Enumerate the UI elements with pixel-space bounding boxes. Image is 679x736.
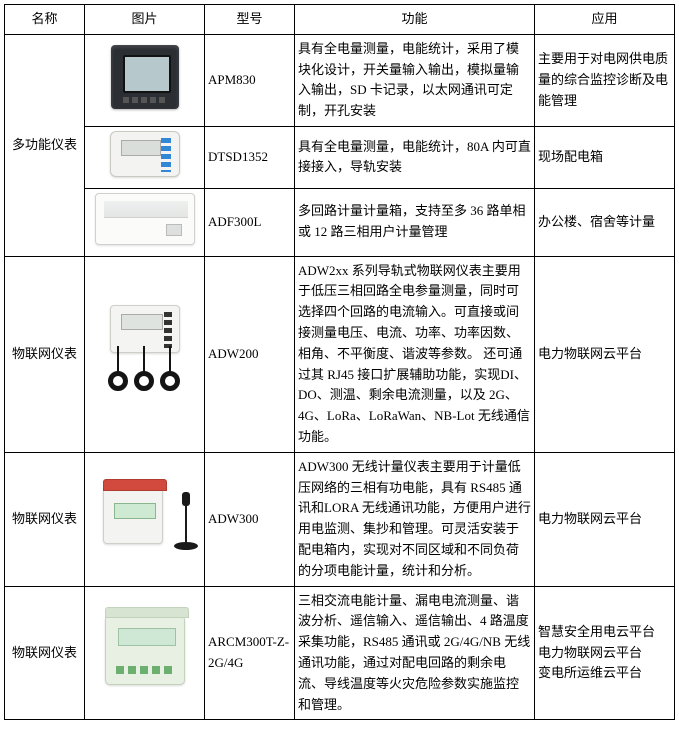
cell-model: ADF300L xyxy=(205,188,295,256)
adf300l-icon xyxy=(95,193,195,245)
adw300-icon xyxy=(95,478,195,554)
cell-app: 主要用于对电网供电质量的综合监控诊断及电能管理 xyxy=(535,34,675,126)
cell-func: 三相交流电能计量、漏电电流测量、谐波分析、遥信输入、遥信输出、4 路温度采集功能… xyxy=(295,586,535,720)
cell-func: 多回路计量计量箱，支持至多 36 路单相或 12 路三相用户计量管理 xyxy=(295,188,535,256)
adw200-icon xyxy=(100,305,190,397)
product-table: 名称 图片 型号 功能 应用 多功能仪表 APM830 具有全电量测量，电能统计… xyxy=(4,4,675,720)
cell-image xyxy=(85,126,205,188)
cell-image xyxy=(85,452,205,586)
cell-model: ADW200 xyxy=(205,256,295,452)
table-row: 物联网仪表 ADW300 ADW300 无线计量仪表主要用于计量低压网络的三相有… xyxy=(5,452,675,586)
cell-name: 物联网仪表 xyxy=(5,256,85,452)
cell-func: ADW2xx 系列导轨式物联网仪表主要用于低压三相回路全电参量测量，同时可选择四… xyxy=(295,256,535,452)
cell-model: ARCM300T-Z-2G/4G xyxy=(205,586,295,720)
cell-app: 电力物联网云平台 xyxy=(535,452,675,586)
cell-name: 多功能仪表 xyxy=(5,34,85,256)
arcm300t-icon xyxy=(105,615,185,685)
cell-func: ADW300 无线计量仪表主要用于计量低压网络的三相有功电能，具有 RS485 … xyxy=(295,452,535,586)
cell-image xyxy=(85,586,205,720)
col-header-app: 应用 xyxy=(535,5,675,35)
table-row: DTSD1352 具有全电量测量，电能统计，80A 内可直接接入，导轨安装 现场… xyxy=(5,126,675,188)
cell-model: ADW300 xyxy=(205,452,295,586)
table-row: 物联网仪表 ARCM300T-Z-2G/4G 三相交流电能计量、漏电电流测量、谐… xyxy=(5,586,675,720)
col-header-func: 功能 xyxy=(295,5,535,35)
col-header-name: 名称 xyxy=(5,5,85,35)
cell-app: 办公楼、宿舍等计量 xyxy=(535,188,675,256)
table-row: 物联网仪表 ADW200 ADW2xx 系列导轨式物联网仪表主要用于低压三相回路… xyxy=(5,256,675,452)
cell-model: APM830 xyxy=(205,34,295,126)
cell-func: 具有全电量测量，电能统计，80A 内可直接接入，导轨安装 xyxy=(295,126,535,188)
table-row: ADF300L 多回路计量计量箱，支持至多 36 路单相或 12 路三相用户计量… xyxy=(5,188,675,256)
col-header-model: 型号 xyxy=(205,5,295,35)
cell-app: 现场配电箱 xyxy=(535,126,675,188)
cell-model: DTSD1352 xyxy=(205,126,295,188)
apm830-icon xyxy=(111,45,179,109)
cell-image xyxy=(85,34,205,126)
table-row: 多功能仪表 APM830 具有全电量测量，电能统计，采用了模块化设计，开关量输入… xyxy=(5,34,675,126)
cell-app: 智慧安全用电云平台 电力物联网云平台 变电所运维云平台 xyxy=(535,586,675,720)
cell-image xyxy=(85,256,205,452)
cell-name: 物联网仪表 xyxy=(5,452,85,586)
header-row: 名称 图片 型号 功能 应用 xyxy=(5,5,675,35)
cell-func: 具有全电量测量，电能统计，采用了模块化设计，开关量输入输出，模拟量输入输出，SD… xyxy=(295,34,535,126)
cell-name: 物联网仪表 xyxy=(5,586,85,720)
dtsd1352-icon xyxy=(110,131,180,177)
cell-app: 电力物联网云平台 xyxy=(535,256,675,452)
col-header-image: 图片 xyxy=(85,5,205,35)
cell-image xyxy=(85,188,205,256)
